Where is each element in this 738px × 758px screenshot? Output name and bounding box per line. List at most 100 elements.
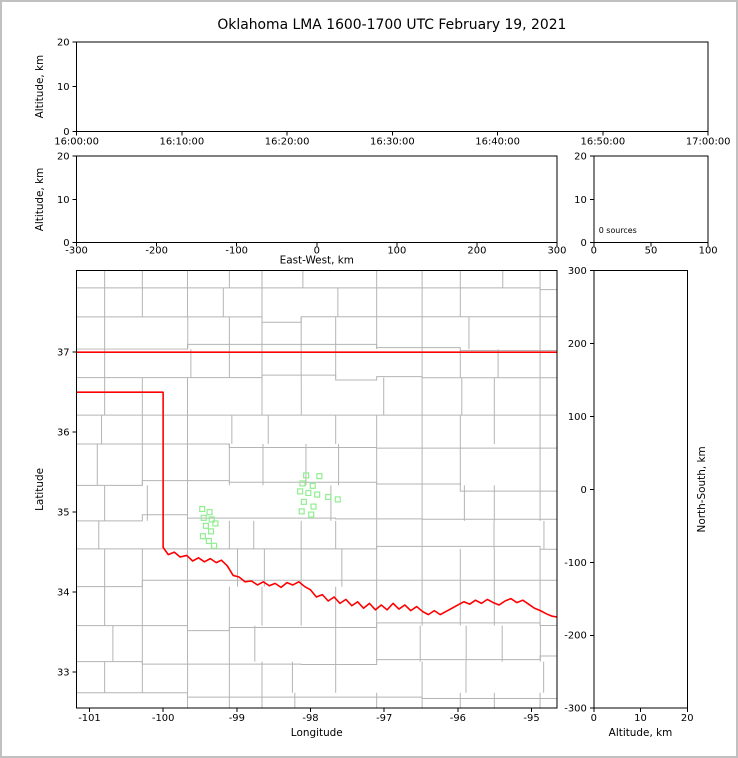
map-layers: [76, 270, 557, 709]
county-line: [76, 692, 557, 700]
county-line: [76, 374, 557, 381]
y-axis-label: Latitude: [34, 468, 46, 511]
source-marker: [206, 509, 213, 516]
source-marker: [207, 528, 215, 535]
oklahoma-border-line: [76, 391, 557, 618]
x-tick-label: 16:40:00: [475, 136, 520, 147]
x-tick-label: -100: [225, 246, 248, 257]
source-marker: [299, 480, 306, 487]
y-tick-label: 33: [57, 668, 70, 679]
panel-time-height: 16:00:00 16:10:00 16:20:00 16:30:00 16:40:00…: [34, 37, 731, 147]
y-tick-label: 100: [568, 412, 587, 423]
y-tick-label: 20: [57, 37, 70, 48]
y-tick-label: 0: [580, 485, 586, 496]
y-tick-label: 10: [57, 82, 70, 93]
source-marker: [300, 498, 307, 505]
x-tick-label: 200: [467, 246, 486, 257]
x-tick-label: -96: [450, 713, 466, 724]
x-tick-label: 17:00:00: [686, 136, 731, 147]
x-axis-label: Longitude: [291, 727, 343, 739]
panel-frame: [76, 270, 558, 709]
y-tick-label: -200: [564, 631, 587, 642]
county-line: [76, 480, 557, 492]
x-tick-label: -200: [145, 246, 168, 257]
figure-title: Oklahoma LMA 1600-1700 UTC February 19, …: [217, 17, 566, 33]
x-axis-label: Altitude, km: [609, 727, 673, 739]
source-marker: [314, 491, 321, 498]
x-tick-label: -300: [65, 246, 88, 257]
source-marker: [316, 473, 323, 480]
y-tick-label: -300: [564, 704, 587, 715]
source-marker: [205, 537, 212, 545]
y-tick-label: 34: [57, 588, 70, 599]
y-tick-label: 20: [57, 152, 70, 163]
sources-count-annotation: 0 sources: [599, 226, 637, 235]
y-tick-label: 0: [63, 238, 69, 249]
x-tick-label: 0: [314, 246, 320, 257]
source-marker: [325, 493, 332, 501]
y-axis-label-right: North-South, km: [696, 446, 708, 532]
county-line: [76, 316, 557, 323]
source-markers: [199, 472, 341, 549]
panel-map: -101 -100 -99 -98 -97 -96 -95 33 34 35 36 37 Longitu…: [34, 270, 558, 739]
x-tick-label: 100: [699, 246, 718, 257]
y-tick-label: 0: [580, 238, 586, 249]
x-tick-label: 300: [547, 246, 566, 257]
source-marker: [212, 520, 219, 527]
source-marker: [310, 503, 317, 510]
x-tick-label: -99: [229, 713, 245, 724]
source-marker: [308, 511, 315, 518]
x-tick-label: -97: [376, 713, 392, 724]
x-tick-label: 100: [387, 246, 406, 257]
x-tick-label: 16:30:00: [370, 136, 415, 147]
x-tick-label: -98: [302, 713, 318, 724]
source-marker: [303, 472, 310, 479]
x-tick-label: 50: [645, 246, 658, 257]
panel-frame: [76, 41, 709, 132]
y-tick-label: 0: [63, 127, 69, 138]
source-marker: [334, 496, 341, 503]
x-tick-label: 0: [591, 713, 597, 724]
source-marker: [297, 488, 304, 495]
y-axis-label: Altitude, km: [34, 168, 46, 232]
y-tick-label: 36: [57, 428, 70, 439]
county-line: [76, 443, 557, 449]
x-tick-label: 10: [634, 713, 647, 724]
x-tick-label: 16:20:00: [265, 136, 310, 147]
x-tick-label: 16:50:00: [581, 136, 626, 147]
panel-frame: [593, 270, 688, 709]
county-line: [76, 545, 557, 550]
y-tick-label: 20: [574, 152, 587, 163]
panel-frame: [76, 155, 558, 244]
x-tick-label: 20: [681, 713, 694, 724]
y-tick-label: 10: [57, 195, 70, 206]
source-marker: [202, 522, 209, 529]
panel-ew-height: -300 -200 -100 0 100 200 300 0 10 20 East-West, km…: [34, 152, 567, 267]
source-marker: [309, 482, 316, 489]
source-marker: [200, 514, 207, 521]
source-marker: [210, 542, 218, 549]
x-tick-label: 16:10:00: [160, 136, 205, 147]
county-boundaries: [76, 270, 557, 709]
y-tick-label: 200: [568, 339, 587, 350]
county-line: [76, 514, 557, 522]
county-line: [76, 622, 557, 632]
source-marker: [298, 508, 305, 515]
x-tick-label: 16:00:00: [54, 136, 99, 147]
x-tick-label: -100: [152, 713, 175, 724]
county-line: [76, 655, 557, 665]
y-tick-label: -100: [564, 558, 587, 569]
y-tick-label: 35: [57, 508, 70, 519]
source-marker: [208, 516, 215, 523]
y-tick-label: 37: [57, 348, 70, 359]
x-tick-label: 0: [591, 246, 597, 257]
source-marker: [199, 533, 206, 540]
county-line: [76, 287, 557, 291]
county-line: [76, 579, 557, 588]
county-line: [76, 343, 557, 352]
x-axis-label: East-West, km: [280, 255, 354, 267]
x-tick-label: -95: [523, 713, 539, 724]
panel-ns-height: 0 10 20 -300 -200 -100 0 100 200 300 Altitude, km N…: [564, 266, 708, 739]
